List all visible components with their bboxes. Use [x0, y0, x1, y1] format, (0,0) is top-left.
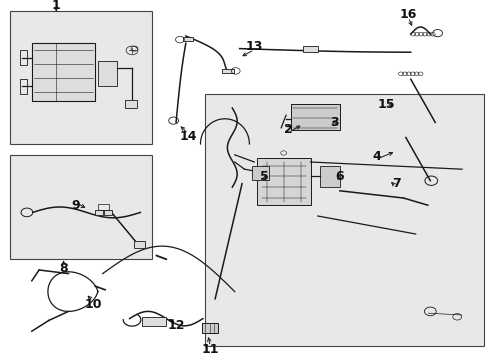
Bar	[142, 317, 166, 326]
Bar	[290, 104, 339, 130]
Bar	[32, 43, 95, 101]
Text: 11: 11	[201, 343, 219, 356]
Bar	[98, 204, 109, 210]
Bar	[20, 79, 27, 94]
Text: 15: 15	[377, 98, 394, 111]
Bar	[98, 61, 117, 86]
Text: 9: 9	[71, 199, 80, 212]
Bar	[10, 11, 151, 144]
Bar	[10, 155, 151, 259]
Bar	[222, 69, 234, 73]
Bar	[205, 94, 483, 346]
Bar	[20, 50, 27, 65]
Bar	[95, 210, 103, 215]
Text: 16: 16	[399, 8, 416, 21]
Bar	[134, 241, 145, 248]
Bar	[104, 210, 112, 215]
Bar	[124, 100, 137, 108]
Bar	[202, 323, 217, 333]
Text: 13: 13	[245, 40, 263, 53]
Text: 6: 6	[335, 170, 344, 183]
Bar	[320, 166, 339, 187]
Text: 1: 1	[52, 0, 61, 12]
Text: 5: 5	[259, 170, 268, 183]
Bar	[256, 158, 310, 205]
Text: 8: 8	[59, 262, 68, 275]
Text: 10: 10	[84, 298, 102, 311]
Bar	[303, 46, 317, 52]
Text: 14: 14	[179, 130, 197, 143]
Bar	[251, 166, 268, 180]
Text: 12: 12	[167, 319, 184, 332]
Bar	[183, 37, 193, 41]
Text: 2: 2	[284, 123, 292, 136]
Text: 7: 7	[391, 177, 400, 190]
Text: 4: 4	[371, 150, 380, 163]
Text: 3: 3	[330, 116, 339, 129]
